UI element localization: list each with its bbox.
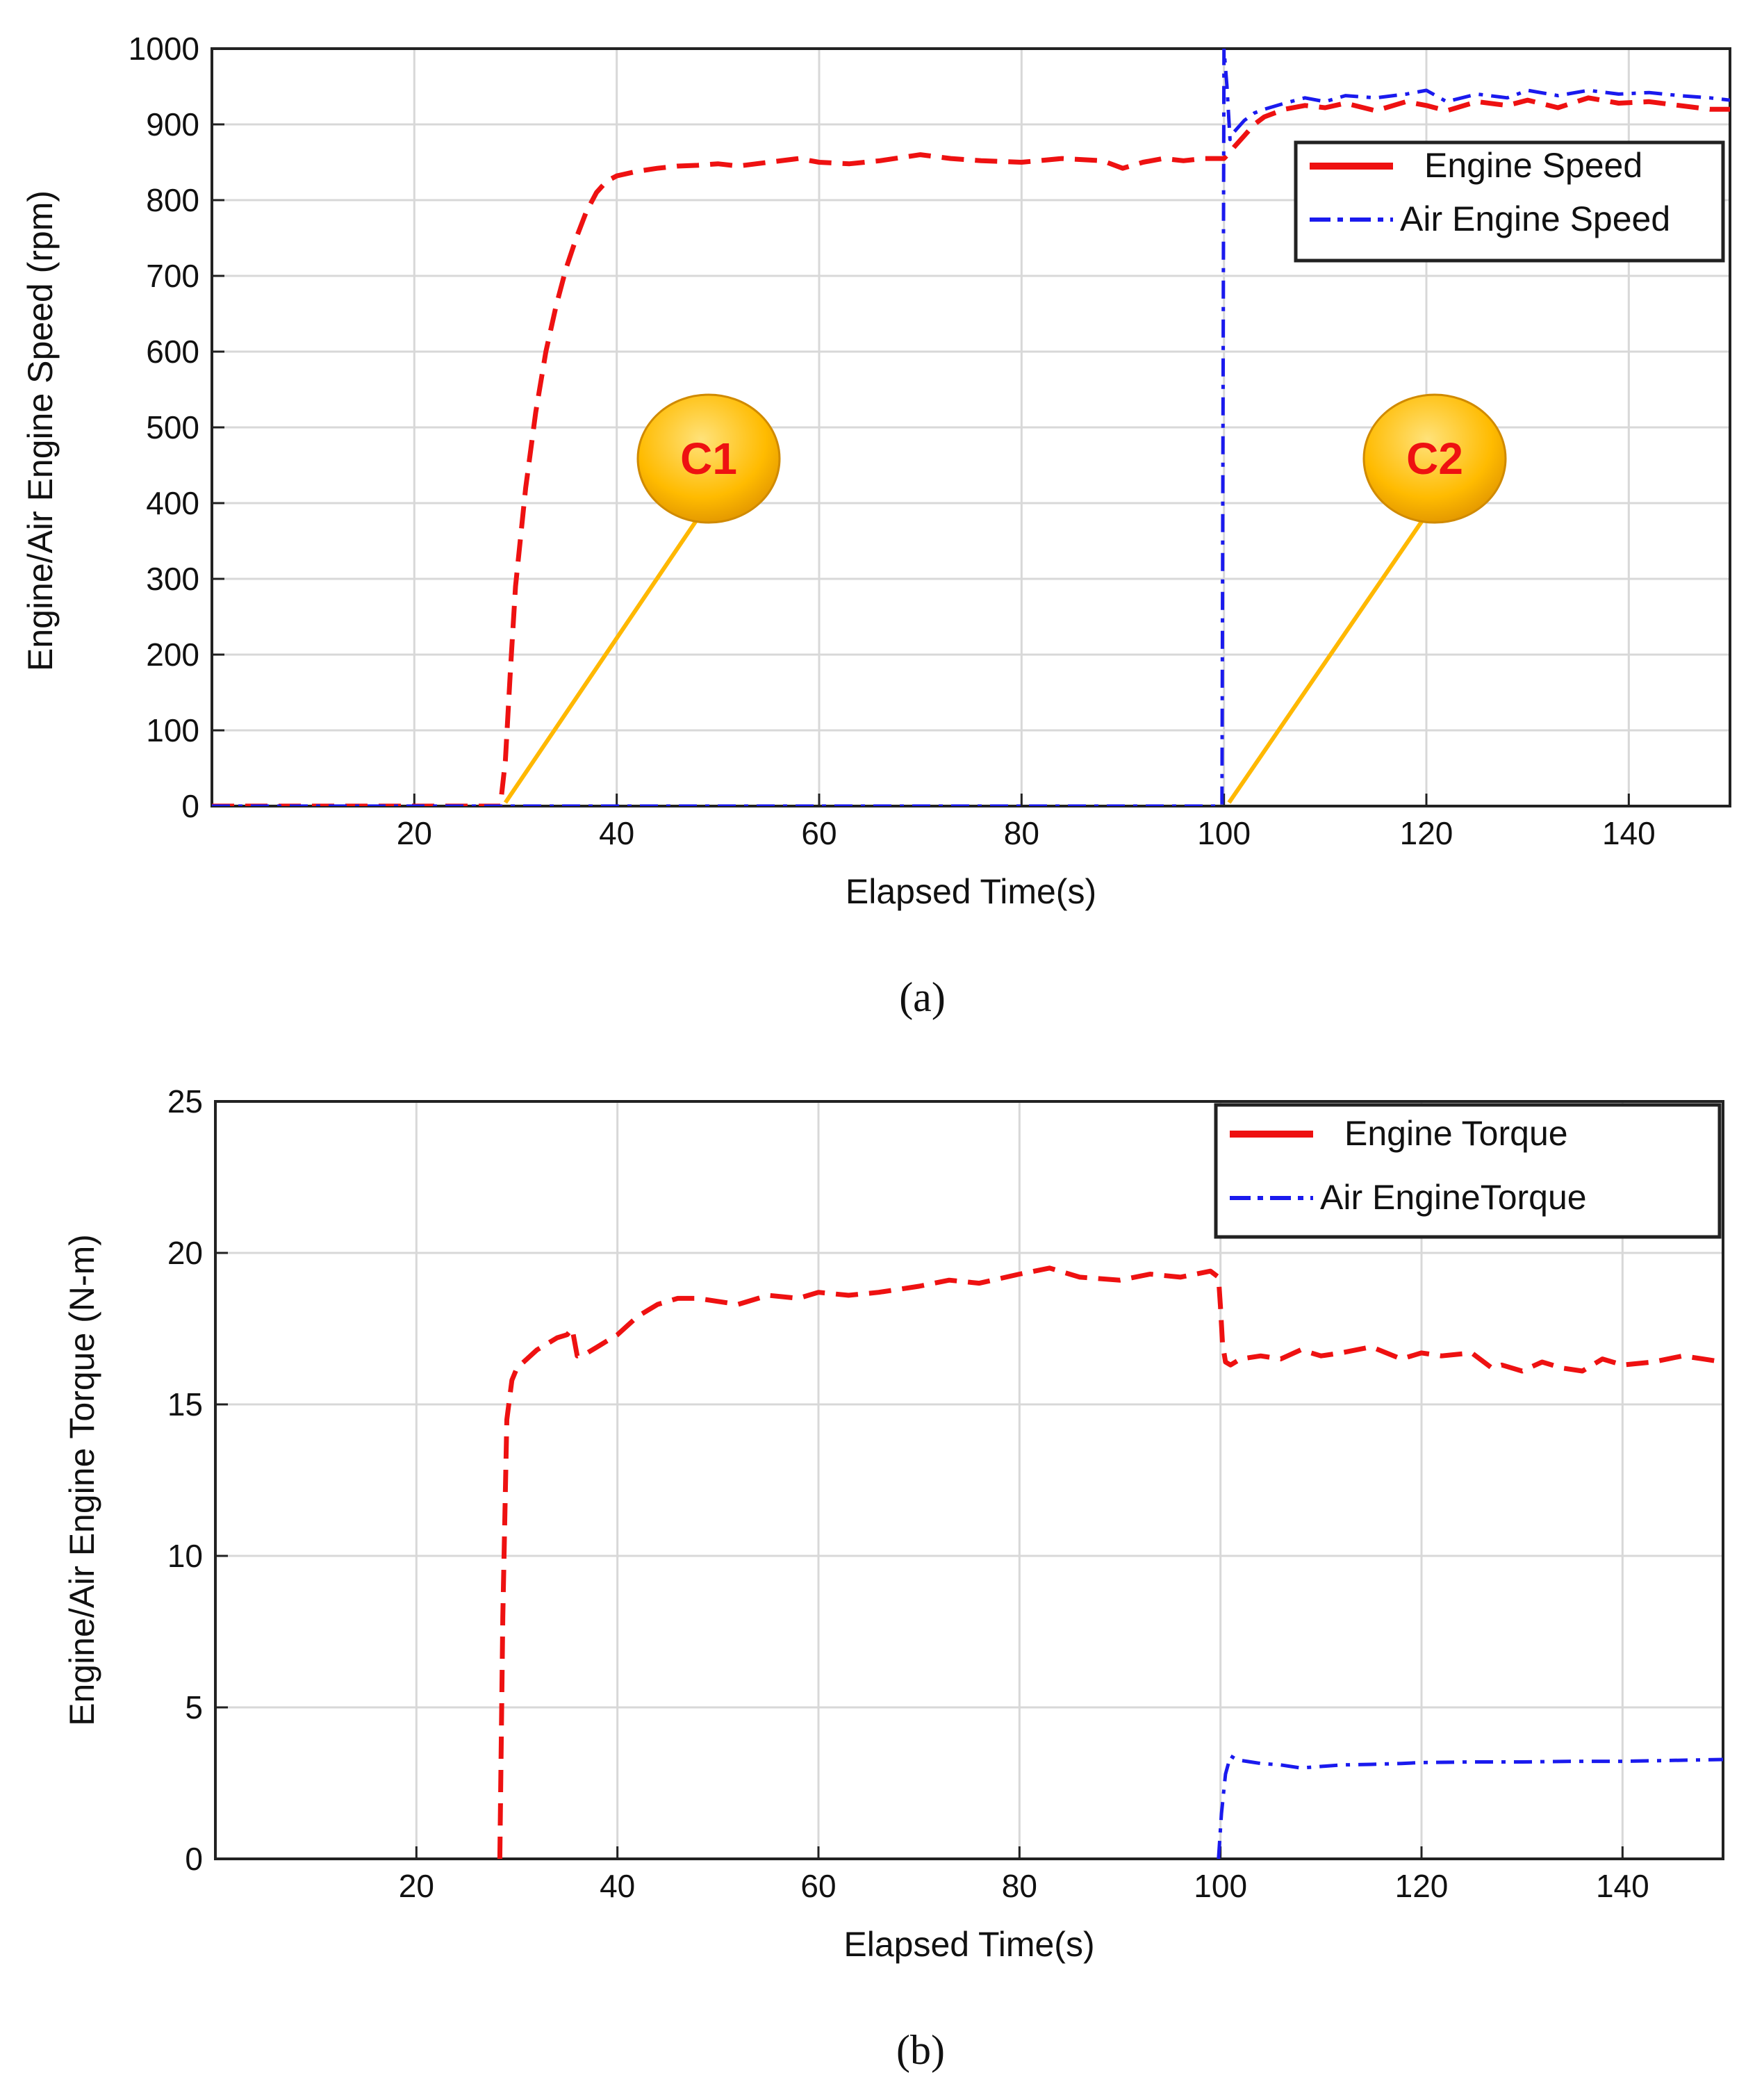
series-line: [1217, 1754, 1723, 1859]
y-tick-label: 800: [146, 182, 199, 218]
chart-panel-a: 20 40 60 80 100 120 140 0 100 200 300 400 500 600 700 8…: [0, 0, 1755, 1042]
callout-label: C1: [680, 434, 737, 484]
series-line: [497, 1265, 1723, 1859]
callout-pointer: [1227, 516, 1426, 804]
series-engine-torque: [497, 1265, 1723, 1859]
engine-speed-chart: 20 40 60 80 100 120 140 0 100 200 300 400 500 600 700 8…: [21, 31, 1731, 1020]
legend-box: [1294, 140, 1725, 263]
y-tick-label: 200: [146, 637, 199, 673]
y-tick-label: 500: [146, 409, 199, 445]
y-tick-label: 20: [167, 1235, 203, 1271]
series-line: [212, 95, 1730, 806]
y-tick-label: 900: [146, 106, 199, 142]
x-axis-label: Elapsed Time(s): [843, 1925, 1094, 1964]
y-tick-label: 600: [146, 334, 199, 370]
x-tick-label: 100: [1194, 1868, 1247, 1904]
legend-entry: Air EngineTorque: [1320, 1178, 1587, 1217]
y-tick-label: 5: [185, 1689, 203, 1725]
y-tick-label: 0: [181, 788, 199, 824]
x-axis-label: Elapsed Time(s): [846, 872, 1096, 911]
callout-bubble: [1362, 393, 1507, 524]
series-engine-speed: [212, 95, 1730, 806]
y-tick-label: 700: [146, 258, 199, 294]
plot-frame: [214, 1100, 1724, 1860]
x-tick-label: 140: [1596, 1868, 1649, 1904]
engine-torque-chart: 20 40 60 80 100 120 140 0 5 10 15 20 25 Elapsed Time(…: [63, 1083, 1724, 2073]
x-tick-label: 80: [1002, 1868, 1037, 1904]
y-tick-label: 1000: [129, 31, 199, 67]
y-tick-label: 300: [146, 561, 199, 597]
legend-box: [1214, 1103, 1722, 1239]
callout-label: C2: [1406, 434, 1463, 484]
panel-label: (b): [896, 2027, 945, 2073]
x-tick-label: 20: [397, 815, 432, 851]
panel-label: (a): [899, 974, 946, 1020]
callout-c2: C2: [1227, 393, 1507, 804]
series-line: [212, 49, 1730, 806]
legend: Engine Torque Air EngineTorque: [1214, 1103, 1722, 1239]
y-axis-label: Engine/Air Engine Torque (N-m): [63, 1234, 101, 1726]
callout-bubble: [636, 393, 781, 524]
series-air-enginetorque: [1217, 1754, 1723, 1859]
legend: Engine Speed Air Engine Speed: [1294, 140, 1725, 263]
y-tick-label: 25: [167, 1083, 203, 1119]
y-axis-label: Engine/Air Engine Speed (rpm): [21, 190, 60, 671]
y-tick-label: 0: [185, 1841, 203, 1877]
x-tick-label: 20: [399, 1868, 434, 1904]
y-tick-label: 10: [167, 1538, 203, 1574]
y-tick-label: 400: [146, 485, 199, 521]
legend-entry: Engine Torque: [1344, 1114, 1568, 1153]
x-tick-label: 120: [1395, 1868, 1449, 1904]
callout-c1: C1: [503, 393, 781, 804]
x-tick-label: 60: [800, 1868, 836, 1904]
legend-entry: Air Engine Speed: [1400, 199, 1670, 238]
x-tick-label: 120: [1400, 815, 1453, 851]
chart-panel-b: 20 40 60 80 100 120 140 0 5 10 15 20 25 Elapsed Time(…: [0, 1042, 1755, 2100]
legend-entry: Engine Speed: [1424, 146, 1642, 185]
x-tick-label: 40: [600, 1868, 635, 1904]
y-tick-label: 15: [167, 1386, 203, 1422]
x-tick-label: 140: [1602, 815, 1656, 851]
x-tick-label: 60: [801, 815, 837, 851]
x-tick-label: 80: [1004, 815, 1039, 851]
x-tick-label: 100: [1197, 815, 1251, 851]
series-air-engine-speed: [212, 49, 1730, 806]
x-tick-label: 40: [599, 815, 634, 851]
callout-pointer: [503, 516, 700, 804]
y-tick-label: 100: [146, 712, 199, 748]
